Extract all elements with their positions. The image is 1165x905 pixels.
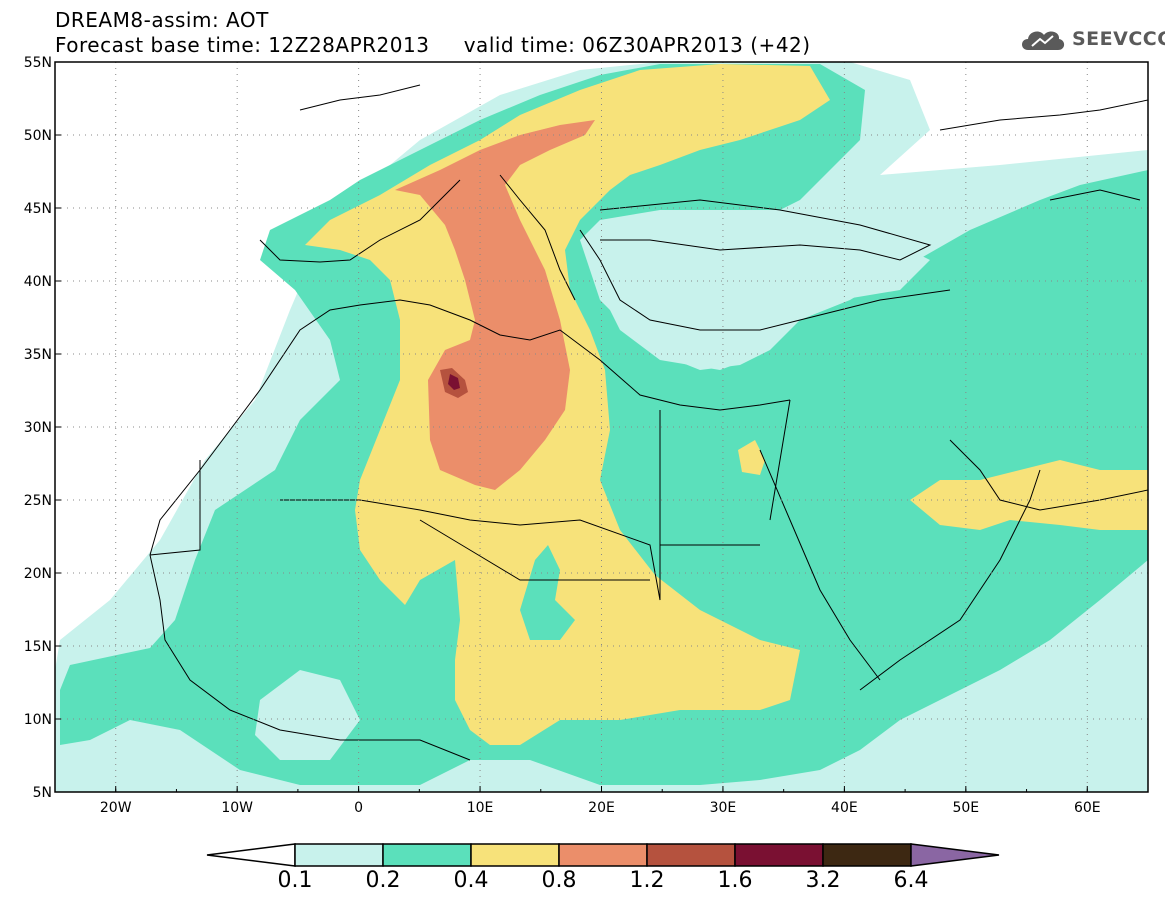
legend-label: 0.1 [277,868,313,893]
colorbar-box [558,843,648,867]
lat-tick-label: 30N [24,420,52,436]
aot-contour-0.4 [305,64,830,745]
colorbar-box [646,843,736,867]
cloud-icon [1022,31,1065,50]
colorbar-under-triangle [206,843,296,867]
aot-contour-0.4-arabia [910,460,1148,530]
lon-tick-label: 30E [710,800,737,816]
lon-tick-label: 10E [467,800,494,816]
legend-label: 6.4 [893,868,929,893]
legend-label: 3.2 [805,868,841,893]
lon-tick-label: 60E [1074,800,1101,816]
aot-contour-0.8 [395,120,595,490]
gridlines [55,62,1148,792]
colorbar-box [382,843,472,867]
longitude-ticks: 20W 10W 0 10E 20E 30E 40E 50E 60E [54,786,1149,816]
lat-tick-label: 15N [24,639,52,655]
colorbar-box [294,843,384,867]
aot-contour-1.6 [448,374,460,390]
color-bar [206,843,1000,867]
legend-label: 1.6 [717,868,753,893]
lon-tick-label: 10W [221,800,253,816]
lat-tick-label: 5N [33,785,52,801]
lon-tick-label: 0 [354,800,363,816]
aot-contour-0.1-hole-east [600,210,930,370]
legend-label: 0.8 [541,868,577,893]
lat-tick-label: 25N [24,493,52,509]
lat-tick-label: 55N [24,55,52,71]
colorbar-over-triangle [910,843,1000,867]
lat-tick-label: 45N [24,201,52,217]
legend-label: 0.4 [453,868,489,893]
lat-tick-label: 35N [24,347,52,363]
latitude-ticks: 55N 50N 45N 40N 35N 30N 25N 20N 15N 10N 5N [24,55,61,801]
title-line-2: Forecast base time: 12Z28APR2013 valid t… [55,33,811,57]
colorbar-box [470,843,560,867]
aot-contour-0.4-egypt [738,440,765,475]
logo-text: SEEVCCC [1072,28,1165,50]
lon-tick-label: 20E [588,800,615,816]
aot-contour-0.2-island-chad [520,545,575,640]
lon-tick-label: 40E [831,800,858,816]
seevccc-logo: SEEVCCC [1018,24,1165,54]
colorbar-box [734,843,824,867]
legend-label: 1.2 [629,868,665,893]
title-line-1: DREAM8-assim: AOT [55,8,269,32]
coastlines [149,84,1148,761]
lon-tick-label: 50E [952,800,979,816]
legend-label: 0.2 [365,868,401,893]
lat-tick-label: 50N [24,128,52,144]
lat-tick-label: 20N [24,566,52,582]
lon-tick-label: 20W [100,800,132,816]
colorbar-box [822,843,912,867]
lat-tick-label: 10N [24,712,52,728]
aot-contour-0.1-hole-sahel [255,670,360,760]
lat-tick-label: 40N [24,274,52,290]
